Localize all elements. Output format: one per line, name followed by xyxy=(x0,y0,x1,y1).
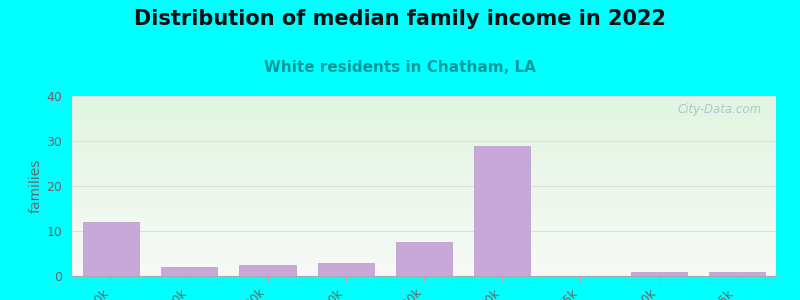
Bar xyxy=(239,265,296,276)
Bar xyxy=(709,272,765,276)
Bar xyxy=(630,272,687,276)
Bar xyxy=(83,222,139,276)
Text: Distribution of median family income in 2022: Distribution of median family income in … xyxy=(134,9,666,29)
Bar xyxy=(396,242,452,276)
Text: White residents in Chatham, LA: White residents in Chatham, LA xyxy=(264,60,536,75)
Y-axis label: families: families xyxy=(28,159,42,213)
Bar xyxy=(318,262,374,276)
Text: City-Data.com: City-Data.com xyxy=(678,103,762,116)
Bar xyxy=(474,146,530,276)
Bar xyxy=(161,267,218,276)
